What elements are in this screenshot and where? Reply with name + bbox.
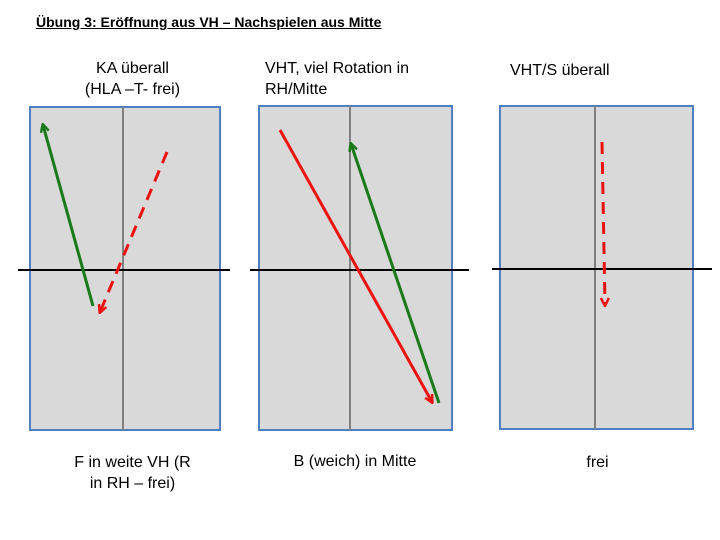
panel-1-top-caption-text: KA überall (HLA –T- frei) <box>84 60 181 98</box>
panel-3-bottom-caption: frei <box>500 452 695 473</box>
panel-1-green-arrow <box>43 125 95 307</box>
panel-2-top-caption: VHT, viel Rotation in RH/Mitte <box>265 58 445 100</box>
panel-3-bottom-caption-text: frei <box>586 454 609 471</box>
panel-1-court <box>18 106 230 431</box>
panel-1-red-dashed-arrow <box>100 151 169 312</box>
panel-2-bottom-caption: B (weich) in Mitte <box>250 451 460 472</box>
panel-1-bottom-caption: F in weite VH (R in RH – frei) <box>40 452 225 494</box>
exercise-title: Übung 3: Eröffnung aus VH – Nachspielen … <box>36 14 382 30</box>
panel-2-top-caption-text: VHT, viel Rotation in RH/Mitte <box>265 60 410 98</box>
panel-1-court-area <box>29 106 221 431</box>
panel-2-court <box>250 105 469 431</box>
panel-3-court <box>492 105 712 430</box>
panel-2-red-arrow <box>278 129 432 402</box>
panel-2-green-arrow <box>351 144 441 404</box>
panel-3-red-dashed-arrow <box>602 141 605 305</box>
panel-3-court-area <box>499 105 694 430</box>
panel-1-bottom-caption-text: F in weite VH (R in RH – frei) <box>74 454 191 492</box>
panel-1-top-caption: KA überall (HLA –T- frei) <box>40 58 225 100</box>
panel-3-top-caption-text: VHT/S überall <box>510 62 610 79</box>
panel-3-top-caption: VHT/S überall <box>510 60 690 81</box>
panel-2-bottom-caption-text: B (weich) in Mitte <box>293 453 417 470</box>
